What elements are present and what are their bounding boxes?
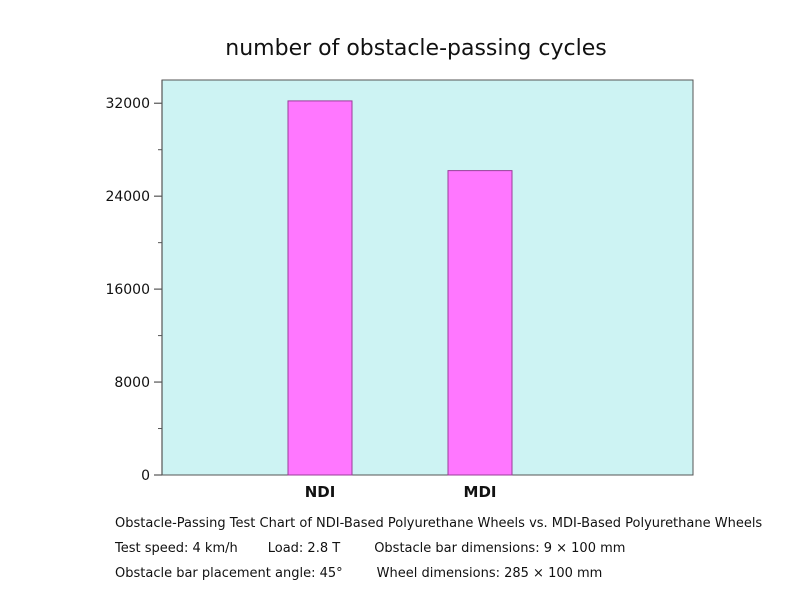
caption-line-2: Test speed: 4 km/h Load: 2.8 T Obstacle ba… (115, 541, 625, 556)
caption-placement-angle: Obstacle bar placement angle: 45° (115, 566, 343, 581)
caption-load: Load: 2.8 T (267, 541, 341, 556)
caption-line-3: Obstacle bar placement angle: 45° Wheel d… (115, 566, 602, 581)
y-tick-label: 24000 (105, 189, 150, 205)
caption-test-speed: Test speed: 4 km/h (115, 541, 238, 556)
x-tick-label-mdi: MDI (464, 483, 497, 501)
bars (287, 100, 513, 476)
y-tick-label: 16000 (105, 282, 150, 298)
x-tick-label-ndi: NDI (305, 483, 336, 501)
chart-title: number of obstacle-passing cycles (225, 36, 607, 61)
plot-area (161, 79, 694, 476)
y-tick-label: 32000 (105, 96, 150, 112)
y-tick-label: 8000 (114, 375, 150, 391)
caption-obstacle-dimensions: Obstacle bar dimensions: 9 × 100 mm (374, 541, 626, 556)
caption-title: Obstacle-Passing Test Chart of NDI-Based… (115, 516, 763, 531)
caption-wheel-dimensions: Wheel dimensions: 285 × 100 mm (376, 566, 603, 581)
bar-chart: 0 8000 16000 24000 32000 NDI MDI (105, 79, 694, 501)
bar-mdi (447, 170, 513, 476)
y-axis: 0 8000 16000 24000 32000 (105, 80, 163, 484)
y-tick-label: 0 (141, 468, 150, 484)
x-tick-labels: NDI MDI (305, 483, 497, 501)
bar-ndi (287, 100, 353, 476)
